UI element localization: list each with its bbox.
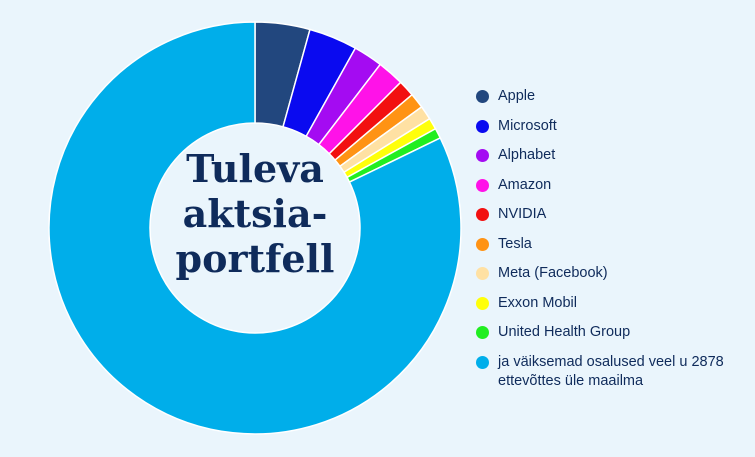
legend-swatch bbox=[476, 326, 489, 339]
legend-item: Tesla bbox=[476, 235, 724, 265]
donut-hole bbox=[151, 124, 359, 332]
legend-item: Alphabet bbox=[476, 146, 724, 176]
legend-label: ja väiksemad osalused veel u 2878 ettevõt… bbox=[498, 353, 724, 389]
legend-label: United Health Group bbox=[498, 324, 631, 340]
donut-chart bbox=[48, 21, 462, 435]
chart-center-title: Tuleva aktsia- portfell bbox=[150, 118, 360, 308]
legend-swatch bbox=[476, 149, 489, 162]
legend-item: Meta (Facebook) bbox=[476, 264, 724, 294]
legend-item: ja väiksemad osalused veel u 2878 ettevõt… bbox=[476, 353, 724, 389]
legend-item: NVIDIA bbox=[476, 205, 724, 235]
legend-item: Amazon bbox=[476, 176, 724, 206]
legend-label: Amazon bbox=[498, 176, 552, 193]
legend-item: United Health Group bbox=[476, 323, 724, 353]
legend-label: Alphabet bbox=[498, 147, 556, 163]
legend-label: NVIDIA bbox=[498, 206, 547, 222]
legend-item: Exxon Mobil bbox=[476, 294, 724, 324]
legend-swatch bbox=[476, 355, 489, 369]
legend-label: Tesla bbox=[498, 235, 532, 252]
slice-ja-v-iksemad-osalused-veel-u-2878-ettev-ttes-le-maailma bbox=[48, 21, 462, 435]
center-title-line-1: Tuleva bbox=[186, 145, 324, 191]
legend-swatch bbox=[476, 119, 489, 133]
legend-label: Microsoft bbox=[498, 117, 557, 134]
legend-swatch bbox=[476, 178, 489, 192]
center-title-line-3: portfell bbox=[175, 235, 335, 281]
legend-label: Meta (Facebook) bbox=[498, 265, 608, 281]
legend-item: Apple bbox=[476, 87, 724, 117]
legend-swatch bbox=[476, 296, 489, 310]
legend-swatch bbox=[476, 208, 489, 221]
center-title-line-2: aktsia- bbox=[182, 190, 328, 236]
legend-label: Apple bbox=[498, 88, 536, 104]
chart-legend: Apple Microsoft Alphabet Amazon NVIDIA Tesla M… bbox=[476, 87, 724, 389]
legend-swatch bbox=[476, 90, 489, 103]
legend-swatch bbox=[476, 237, 489, 251]
legend-item: Microsoft bbox=[476, 117, 724, 147]
legend-swatch bbox=[476, 267, 489, 280]
legend-label: Exxon Mobil bbox=[498, 294, 577, 311]
